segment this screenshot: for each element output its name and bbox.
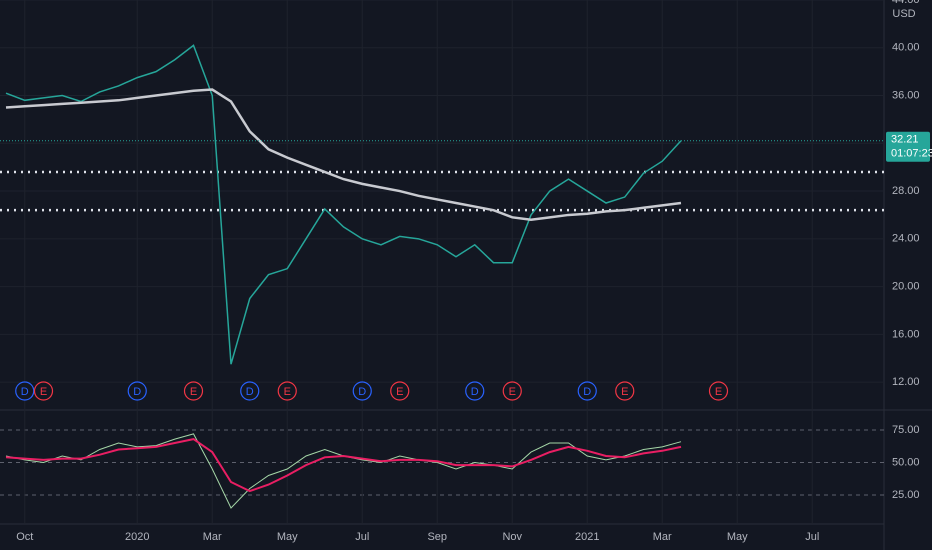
x-tick-label: Mar: [203, 531, 222, 543]
x-tick-label: 2020: [125, 531, 149, 543]
event-label: E: [509, 386, 516, 398]
y-tick-label: 40.00: [892, 42, 920, 54]
countdown: 01:07:23: [891, 148, 932, 160]
event-label: E: [621, 386, 628, 398]
event-marker: [352, 381, 372, 401]
x-tick-label: Jul: [805, 531, 819, 543]
event-marker: [577, 381, 597, 401]
x-tick-label: 2021: [575, 531, 599, 543]
y-tick-label: 28.00: [892, 185, 920, 197]
price-line: [5, 88, 682, 221]
event-marker: [240, 381, 260, 401]
x-tick-label: Oct: [16, 531, 33, 543]
event-marker: [33, 381, 54, 401]
event-label: D: [246, 386, 254, 398]
y-tick-label: 16.00: [892, 328, 920, 340]
x-tick-label: May: [727, 531, 748, 543]
currency: USD: [892, 8, 915, 20]
y-tick-label: 20.00: [892, 280, 920, 292]
y-tick-label: 12.00: [892, 376, 920, 388]
event-marker: [465, 381, 485, 401]
x-tick-label: May: [277, 531, 298, 543]
event-label: D: [471, 386, 479, 398]
y-tick-label: 24.00: [892, 233, 920, 245]
rsi-tick-label: 50.00: [892, 456, 920, 468]
y-tick-label: 44.00: [892, 0, 920, 6]
event-label: E: [284, 386, 291, 398]
event-marker: [127, 381, 147, 401]
event-marker: [708, 381, 729, 401]
rsi-line: [5, 438, 682, 493]
event-label: D: [358, 386, 366, 398]
event-marker: [615, 381, 635, 401]
event-marker: [183, 381, 204, 401]
event-marker: [390, 381, 410, 401]
event-label: E: [715, 386, 722, 398]
x-tick-label: Jul: [355, 531, 369, 543]
event-label: D: [21, 386, 29, 398]
rsi-tick-label: 75.00: [892, 424, 920, 436]
last-price-box: [886, 131, 930, 162]
x-tick-label: Nov: [502, 531, 522, 543]
rsi-tick-label: 25.00: [892, 489, 920, 501]
last-price-label: 32.21: [891, 134, 919, 146]
event-label: E: [396, 386, 403, 398]
event-marker: [15, 381, 35, 401]
event-label: D: [133, 386, 141, 398]
price-line: [5, 44, 682, 365]
x-tick-label: Mar: [653, 531, 672, 543]
y-tick-label: 36.00: [892, 89, 920, 101]
event-label: E: [40, 386, 47, 398]
event-marker: [277, 381, 297, 401]
event-label: D: [583, 386, 591, 398]
event-label: E: [190, 386, 197, 398]
event-marker: [502, 381, 522, 401]
x-tick-label: Sep: [427, 531, 447, 543]
